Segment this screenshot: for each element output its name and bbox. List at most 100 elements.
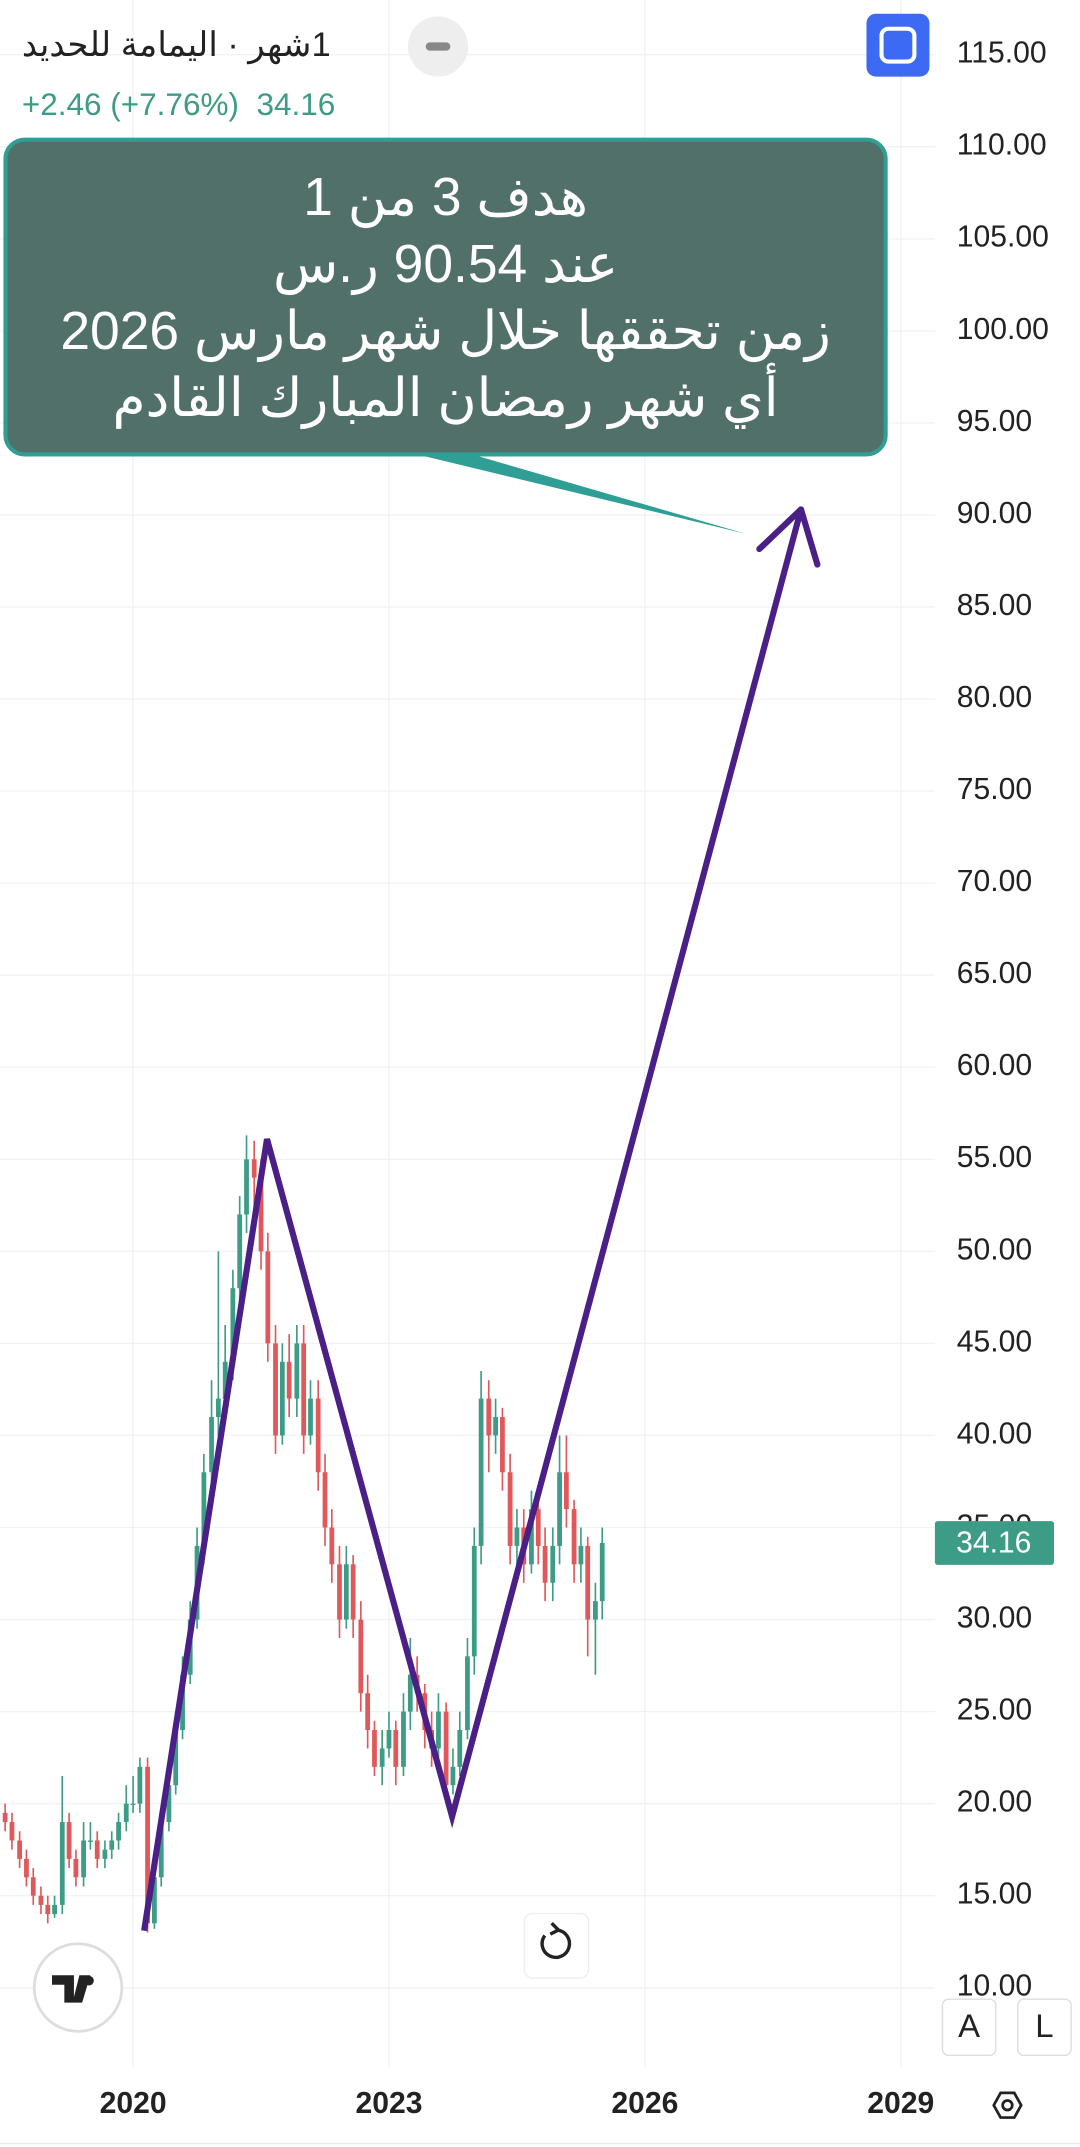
log-scale-button[interactable]: L	[1017, 1998, 1072, 2056]
candle-body	[88, 1840, 93, 1842]
y-tick-label: 25.00	[957, 1694, 1032, 1727]
y-tick-label: 10.00	[957, 1970, 1032, 2003]
candle-body	[350, 1564, 356, 1620]
candle-body	[401, 1711, 406, 1767]
y-tick-label: 85.00	[957, 589, 1032, 622]
candle-body	[329, 1527, 335, 1565]
y-tick-label: 15.00	[957, 1878, 1032, 1911]
tv-logo-dot	[84, 1975, 94, 1986]
candle-body	[571, 1509, 577, 1565]
candle-body	[507, 1472, 513, 1546]
candle-body	[593, 1601, 598, 1620]
annotation-box	[3, 137, 888, 457]
candle-body	[436, 1711, 441, 1749]
y-tick-label: 40.00	[957, 1417, 1032, 1450]
candle-body	[9, 1822, 15, 1841]
reset-icon-arrow	[549, 1921, 562, 1936]
y-tick-label: 80.00	[957, 681, 1032, 714]
annotation-line: أي شهر رمضان المبارك القادم	[112, 369, 779, 429]
candle-body	[158, 1822, 164, 1878]
symbol-title: 1شهر · اليمامة للحديد	[21, 26, 331, 65]
tv-logo-mark	[52, 1975, 91, 2003]
candle-body	[486, 1398, 492, 1436]
candle-body	[66, 1822, 72, 1859]
candle-body	[94, 1840, 100, 1859]
candle-body	[542, 1545, 548, 1583]
candle-body	[2, 1812, 8, 1823]
candle-body	[372, 1730, 377, 1767]
candle-body	[358, 1619, 364, 1694]
candle-body	[109, 1840, 115, 1850]
candle-body	[73, 1858, 79, 1878]
candle-body	[450, 1766, 456, 1786]
candle-body	[38, 1895, 44, 1905]
settings-icon-center	[1001, 2099, 1014, 2112]
candle-body	[457, 1730, 463, 1767]
annotation-line: هدف 3 من 1	[303, 168, 588, 228]
candle-body	[286, 1361, 292, 1399]
price-tag-label: 34.16	[956, 1526, 1031, 1559]
y-tick-label: 95.00	[957, 405, 1032, 438]
reset-icon	[540, 1928, 572, 1960]
arrow-head	[756, 506, 805, 553]
candle-body	[279, 1361, 285, 1436]
candle-body	[550, 1545, 556, 1583]
candle-body	[59, 1822, 65, 1905]
zigzag-line	[141, 508, 804, 1932]
y-tick-label: 45.00	[957, 1325, 1032, 1358]
y-tick-label: 20.00	[957, 1786, 1032, 1819]
reset-button[interactable]	[523, 1912, 590, 1979]
last-price: 34.16	[256, 86, 336, 122]
x-tick-label: 2023	[355, 2087, 422, 2120]
change-value: +2.46 (+7.76%)	[21, 86, 239, 122]
y-tick-label: 30.00	[957, 1602, 1032, 1635]
candle-body	[251, 1159, 257, 1178]
candle-body	[130, 1803, 136, 1806]
candle-body	[337, 1564, 342, 1620]
candle-body	[500, 1417, 505, 1473]
candle-body	[17, 1840, 23, 1859]
candle-body	[308, 1398, 313, 1436]
y-tick-label: 55.00	[957, 1141, 1032, 1174]
candle-body	[379, 1748, 385, 1767]
candle-body	[116, 1822, 121, 1841]
collapse-icon	[425, 42, 451, 51]
candle-body	[152, 1877, 157, 1924]
candle-body	[222, 1361, 228, 1399]
candle-body	[301, 1343, 307, 1436]
x-tick-label: 2026	[611, 2087, 678, 2120]
candle-body	[45, 1904, 51, 1915]
callout-pointer	[417, 454, 747, 534]
y-tick-label: 60.00	[957, 1049, 1032, 1082]
settings-icon[interactable]	[992, 2091, 1023, 2119]
annotation-line: زمن تحققها خلال شهر مارس 2026	[60, 302, 831, 362]
candle-body	[265, 1251, 271, 1344]
candle-body	[230, 1288, 236, 1362]
candle-body	[578, 1545, 584, 1565]
candle-body	[386, 1730, 392, 1749]
auto-scale-button[interactable]: A	[941, 1998, 997, 2056]
y-tick-label: 90.00	[957, 497, 1032, 530]
candle-body	[258, 1177, 264, 1252]
candle-body	[343, 1564, 349, 1620]
candle-body	[393, 1730, 399, 1767]
candle-body	[201, 1472, 207, 1546]
y-tick-label: 100.00	[957, 313, 1049, 346]
candle-body	[209, 1417, 214, 1473]
candle-body	[493, 1417, 498, 1436]
candle-body	[564, 1472, 569, 1510]
candle-body	[237, 1214, 243, 1289]
candle-body	[123, 1803, 129, 1823]
candle-body	[557, 1472, 562, 1546]
candle-body	[465, 1656, 470, 1731]
fullscreen-button[interactable]	[866, 13, 930, 77]
candle-body	[529, 1509, 534, 1565]
candle-body	[30, 1877, 36, 1896]
candle-body	[322, 1472, 328, 1528]
candle-body	[585, 1545, 591, 1620]
candle-body	[535, 1509, 541, 1546]
y-tick-label: 115.00	[957, 37, 1047, 70]
